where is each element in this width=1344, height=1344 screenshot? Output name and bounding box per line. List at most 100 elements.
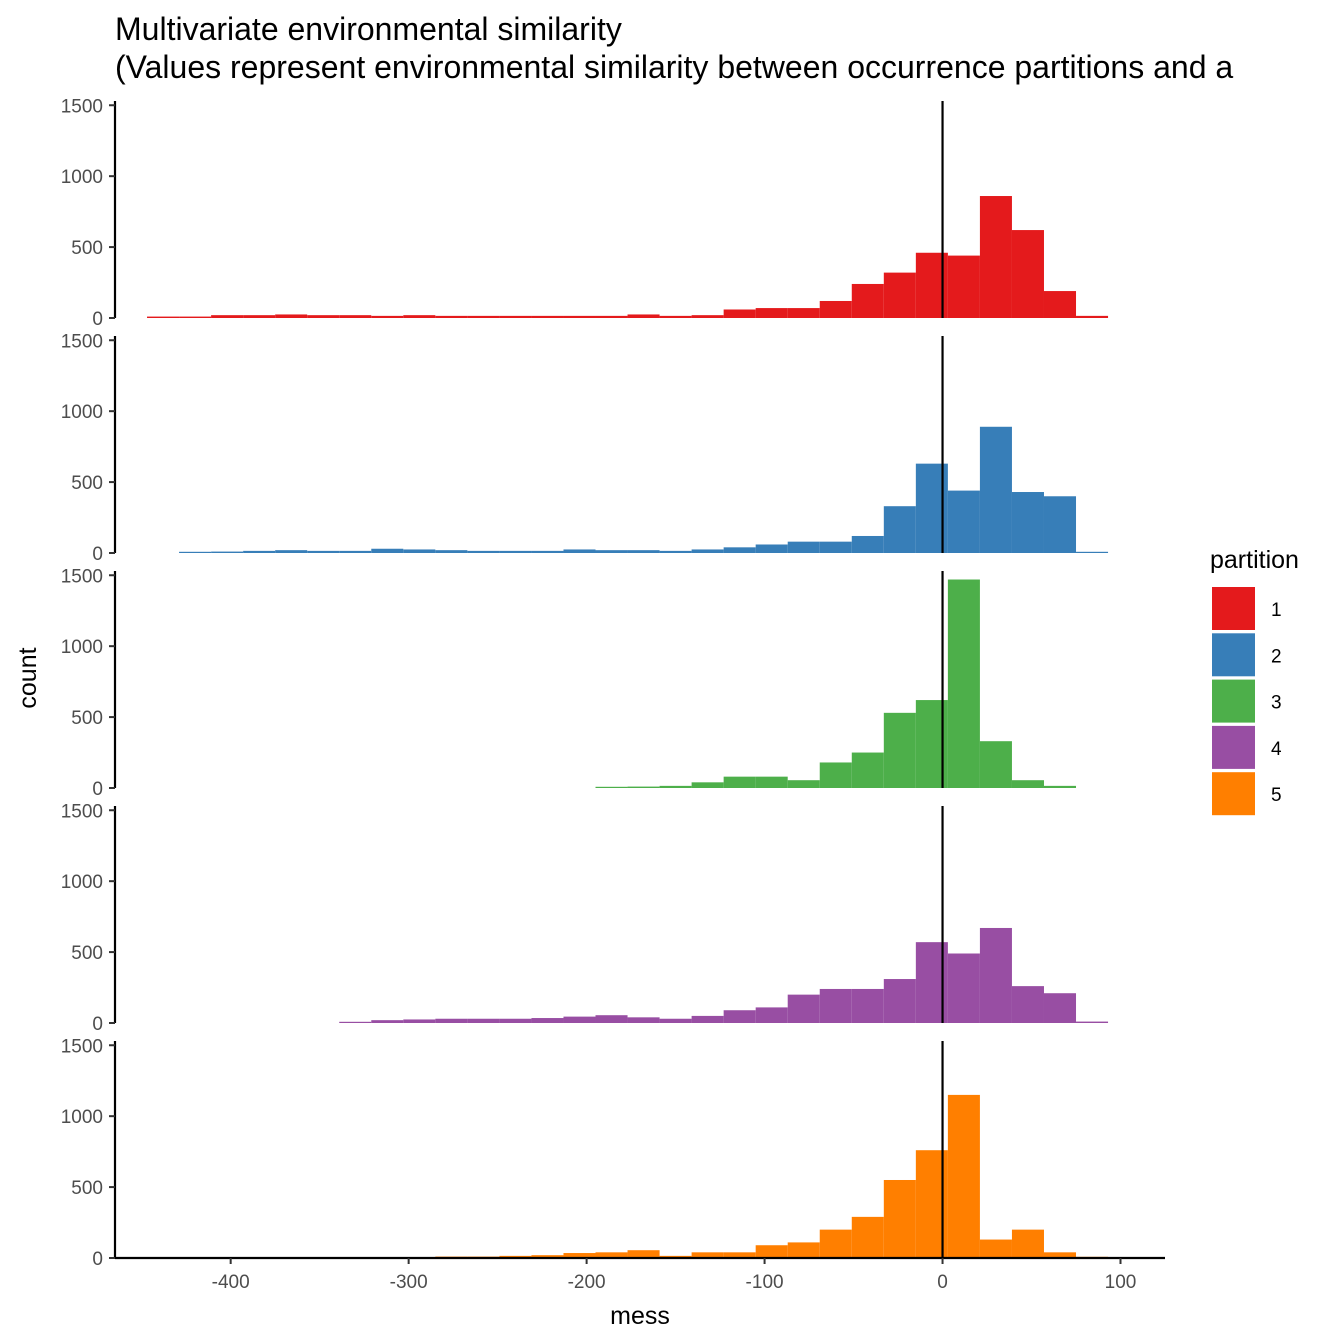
histogram-bar — [275, 314, 308, 318]
y-tick-label: 500 — [71, 943, 103, 964]
facet-panel-4: 0 500 1000 1500 — [61, 801, 1109, 1035]
histogram-bar — [179, 551, 212, 553]
histogram-bar — [467, 1018, 500, 1023]
histogram-bar — [339, 1021, 372, 1023]
legend: partition 1 2 3 4 5 — [1210, 546, 1299, 816]
facet-panel-2: 0 500 1000 1500 — [61, 331, 1109, 565]
histogram-bar — [691, 782, 724, 788]
histogram-bar — [595, 786, 628, 788]
histogram-bar — [819, 541, 852, 553]
histogram-bar — [883, 506, 916, 553]
histogram-bar — [211, 315, 244, 318]
histogram-bar — [1043, 291, 1077, 318]
y-tick-label: 1500 — [61, 96, 103, 117]
histogram-bar — [851, 752, 884, 788]
histogram-bar — [947, 255, 980, 318]
histogram-bar — [851, 535, 884, 553]
histogram-bar — [979, 196, 1012, 318]
histogram-bar — [179, 316, 212, 318]
histogram-bar — [435, 315, 468, 318]
histogram-bar — [307, 315, 340, 318]
histogram-bar — [627, 1017, 660, 1023]
histogram-bar — [947, 1094, 980, 1258]
histogram-bar — [883, 1179, 916, 1258]
histogram-bar — [499, 315, 532, 318]
histogram-bar — [1011, 230, 1044, 318]
legend-label: 1 — [1271, 600, 1282, 621]
facet-panel-5: 0 500 1000 1500 — [61, 1036, 1109, 1270]
histogram-bar — [627, 550, 660, 553]
histogram-bar — [563, 549, 596, 553]
legend-label: 3 — [1271, 693, 1282, 714]
histogram-bar — [531, 315, 564, 318]
histogram-bar — [979, 426, 1012, 553]
histogram-bar — [1011, 1229, 1044, 1258]
histogram-bar — [787, 541, 820, 553]
y-tick-label: 1500 — [61, 801, 103, 822]
histogram-bar — [851, 1216, 884, 1258]
histogram-bar — [467, 550, 500, 553]
histogram-bar — [403, 1019, 436, 1023]
histogram-bar — [1043, 993, 1077, 1023]
histogram-bar — [307, 550, 340, 553]
facet-panels: 0500100015000500100015000500100015000500… — [61, 96, 1109, 1270]
histogram-bar — [627, 1250, 660, 1258]
histogram-bar — [147, 316, 180, 318]
histogram-bar — [563, 1016, 596, 1023]
histogram-bar — [403, 549, 436, 553]
y-tick-label: 500 — [71, 708, 103, 729]
histogram-bar — [755, 1245, 788, 1258]
histogram-bar — [787, 1242, 820, 1258]
histogram-bar — [1011, 986, 1044, 1023]
histogram-bar — [1076, 315, 1109, 318]
y-tick-label: 0 — [92, 779, 103, 800]
x-axis-title: mess — [610, 1302, 670, 1330]
histogram-bar — [1076, 551, 1109, 553]
y-tick-label: 1500 — [61, 331, 103, 352]
y-tick-label: 1500 — [61, 1036, 103, 1057]
histogram-bar — [435, 1018, 468, 1023]
histogram-bar — [467, 315, 500, 318]
y-tick-label: 1500 — [61, 566, 103, 587]
histogram-bar — [659, 1018, 692, 1023]
histogram-bar — [755, 308, 788, 318]
x-tick-label: -400 — [212, 1272, 250, 1293]
histogram-bar — [595, 1015, 628, 1023]
histogram-bar — [659, 785, 692, 788]
histogram-bar — [755, 1007, 788, 1023]
facet-panel-3: 0 500 1000 1500 — [61, 566, 1077, 800]
y-tick-label: 500 — [71, 238, 103, 259]
legend-key — [1212, 587, 1255, 630]
histogram-bar — [243, 315, 276, 318]
legend-key — [1212, 679, 1255, 723]
histogram-bar — [211, 551, 244, 553]
histogram-bar — [499, 1018, 532, 1023]
y-tick-label: 0 — [92, 309, 103, 330]
histogram-bar — [1011, 780, 1044, 788]
legend-label: 5 — [1271, 785, 1282, 806]
legend-title: partition — [1210, 546, 1299, 574]
histogram-bar — [691, 549, 724, 553]
legend-key — [1212, 772, 1255, 816]
histogram-bar — [403, 315, 436, 318]
histogram-bar — [755, 776, 788, 788]
legend-key — [1212, 633, 1255, 677]
histogram-bar — [595, 1252, 628, 1258]
histogram-bar — [435, 550, 468, 553]
y-tick-label: 500 — [71, 1178, 103, 1199]
histogram-bar — [627, 786, 660, 788]
histogram-bar — [787, 994, 820, 1023]
histogram-bar — [947, 579, 980, 788]
y-tick-label: 500 — [71, 473, 103, 494]
y-tick-label: 0 — [92, 1014, 103, 1035]
histogram-bar — [979, 741, 1012, 788]
histogram-bar — [755, 544, 788, 553]
histogram-bar — [1011, 492, 1044, 553]
histogram-bar — [1043, 496, 1077, 553]
histogram-bar — [787, 308, 820, 318]
histogram-bar — [499, 550, 532, 553]
histogram-bar — [819, 988, 852, 1023]
histogram-bar — [595, 550, 628, 553]
chart-subtitle: (Values represent environmental similari… — [115, 49, 1233, 85]
